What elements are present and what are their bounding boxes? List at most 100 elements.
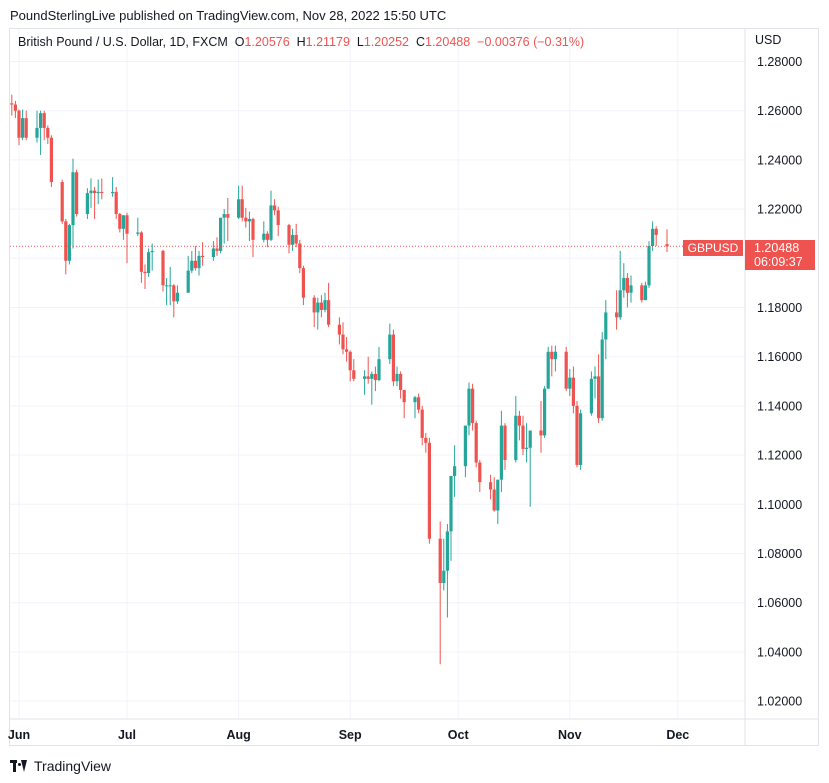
candle[interactable] xyxy=(147,248,151,277)
candle[interactable] xyxy=(543,386,547,438)
candle[interactable] xyxy=(373,366,377,392)
candle[interactable] xyxy=(291,228,295,251)
candle[interactable] xyxy=(226,198,230,242)
candle[interactable] xyxy=(150,243,154,271)
candle[interactable] xyxy=(496,479,500,524)
candle[interactable] xyxy=(449,476,453,561)
candle[interactable] xyxy=(186,255,190,293)
candle[interactable] xyxy=(629,275,633,303)
candle[interactable] xyxy=(24,110,28,141)
candle[interactable] xyxy=(251,217,255,258)
candle[interactable] xyxy=(287,223,291,254)
candle[interactable] xyxy=(93,186,97,219)
candle[interactable] xyxy=(312,295,316,328)
candle[interactable] xyxy=(395,366,399,387)
candle[interactable] xyxy=(341,322,345,355)
candle[interactable] xyxy=(319,295,323,318)
candle[interactable] xyxy=(64,218,68,275)
candle[interactable] xyxy=(60,179,64,224)
candle[interactable] xyxy=(391,329,395,387)
candle[interactable] xyxy=(575,400,579,468)
candle[interactable] xyxy=(165,277,169,306)
candle[interactable] xyxy=(463,425,467,478)
candle[interactable] xyxy=(294,223,298,248)
candle[interactable] xyxy=(654,226,658,246)
candle[interactable] xyxy=(471,383,475,431)
candle[interactable] xyxy=(399,371,403,399)
candle[interactable] xyxy=(276,206,280,237)
candle[interactable] xyxy=(539,400,543,453)
candle[interactable] xyxy=(445,523,449,618)
candle[interactable] xyxy=(118,212,122,233)
candle[interactable] xyxy=(571,366,575,414)
candle[interactable] xyxy=(618,250,622,320)
candle[interactable] xyxy=(136,217,140,237)
candle[interactable] xyxy=(604,300,608,360)
candle[interactable] xyxy=(39,110,43,155)
candle[interactable] xyxy=(42,110,46,141)
candle[interactable] xyxy=(273,199,277,216)
candle[interactable] xyxy=(597,354,601,424)
candle[interactable] xyxy=(514,396,518,463)
tradingview-brand[interactable]: TradingView xyxy=(10,758,111,774)
candle[interactable] xyxy=(366,356,370,384)
candle[interactable] xyxy=(49,135,53,187)
candle[interactable] xyxy=(370,371,374,405)
candle[interactable] xyxy=(388,323,392,365)
candle[interactable] xyxy=(316,297,320,330)
candle[interactable] xyxy=(247,211,251,242)
candle[interactable] xyxy=(125,212,129,264)
candle[interactable] xyxy=(211,241,215,261)
candle[interactable] xyxy=(593,366,597,399)
candle[interactable] xyxy=(193,246,197,271)
candle[interactable] xyxy=(161,249,165,292)
candle[interactable] xyxy=(197,250,201,276)
candle[interactable] xyxy=(600,332,604,421)
candle[interactable] xyxy=(499,410,503,492)
candle[interactable] xyxy=(492,477,496,512)
candle[interactable] xyxy=(96,179,100,205)
candle[interactable] xyxy=(219,217,223,254)
candle[interactable] xyxy=(327,282,331,328)
candle[interactable] xyxy=(568,369,572,397)
candle[interactable] xyxy=(521,415,525,456)
candle[interactable] xyxy=(525,423,529,463)
candle[interactable] xyxy=(175,285,179,304)
candle[interactable] xyxy=(622,263,626,298)
candle[interactable] xyxy=(244,207,248,228)
candle[interactable] xyxy=(442,538,446,591)
candle[interactable] xyxy=(262,221,266,243)
candle[interactable] xyxy=(517,410,521,441)
candle[interactable] xyxy=(579,409,583,470)
candle[interactable] xyxy=(237,185,241,219)
candle[interactable] xyxy=(301,265,305,306)
candle[interactable] xyxy=(100,178,104,200)
candle[interactable] xyxy=(640,282,644,303)
candle[interactable] xyxy=(417,393,421,414)
candle[interactable] xyxy=(647,241,651,288)
candle[interactable] xyxy=(489,474,493,500)
candle[interactable] xyxy=(143,264,147,290)
candle[interactable] xyxy=(190,250,194,274)
candle[interactable] xyxy=(377,346,381,382)
candle[interactable] xyxy=(424,432,428,453)
candle[interactable] xyxy=(453,445,457,497)
candle[interactable] xyxy=(665,229,669,253)
candle[interactable] xyxy=(474,420,478,468)
candle[interactable] xyxy=(467,382,471,436)
candle[interactable] xyxy=(564,346,568,392)
candle[interactable] xyxy=(550,345,554,377)
candle[interactable] xyxy=(625,273,629,308)
candle[interactable] xyxy=(352,359,356,382)
candle[interactable] xyxy=(323,292,327,313)
candle[interactable] xyxy=(240,185,244,222)
candle[interactable] xyxy=(10,94,14,116)
candle[interactable] xyxy=(363,370,367,395)
candle[interactable] xyxy=(348,350,352,382)
candle[interactable] xyxy=(168,266,172,306)
candle[interactable] xyxy=(427,437,431,544)
candle[interactable] xyxy=(298,239,302,274)
candle[interactable] xyxy=(413,396,417,419)
candle[interactable] xyxy=(139,231,143,283)
candle[interactable] xyxy=(67,223,71,265)
